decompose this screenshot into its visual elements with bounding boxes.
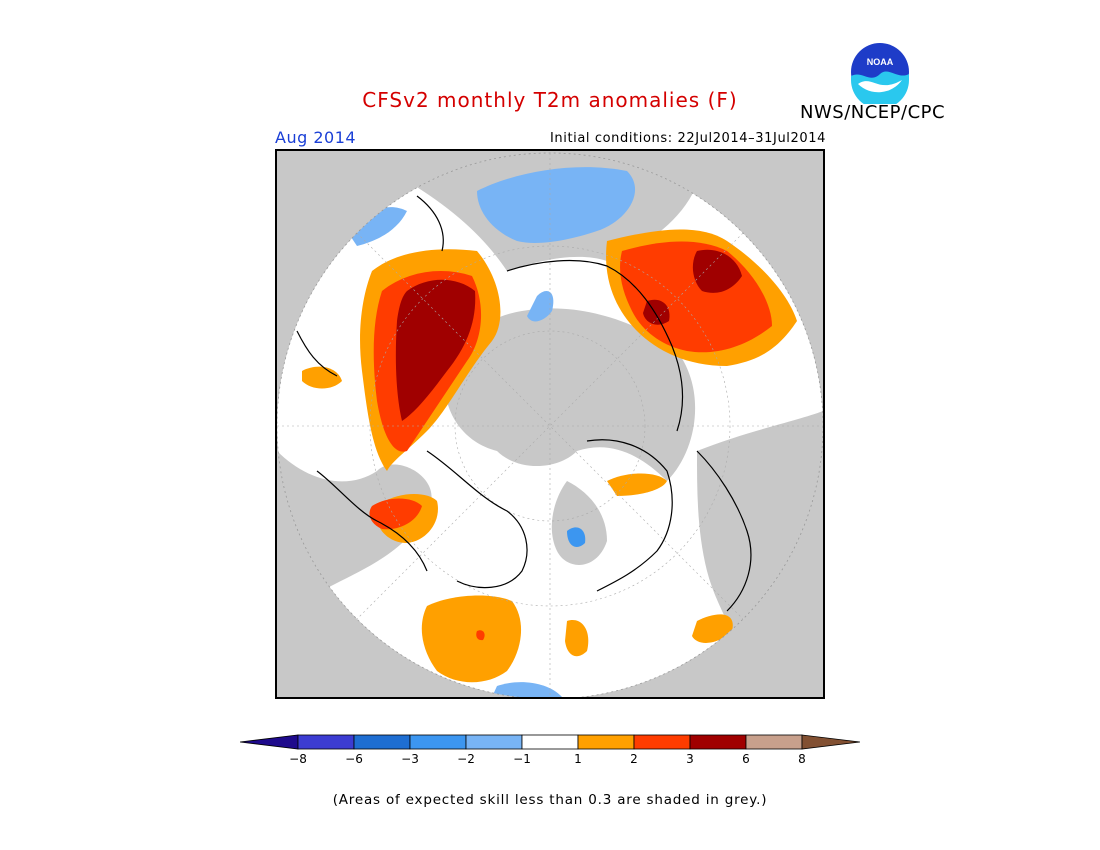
colorbar-bin (353, 734, 411, 750)
colorbar-arrow-low (240, 734, 299, 750)
colorbar-tick-label: 2 (630, 752, 638, 766)
initial-conditions: Initial conditions: 22Jul2014–31Jul2014 (549, 131, 826, 146)
anomaly-orange-atlantic (692, 614, 733, 643)
colorbar-tick-label: 6 (742, 752, 750, 766)
colorbar-bin (689, 734, 747, 750)
colorbar-legend: −8 −6 −3 −2 −1 1 2 3 6 8 (240, 734, 860, 766)
colorbar-tick-label: −6 (345, 752, 363, 766)
anomaly-orange-greenland (607, 473, 667, 496)
colorbar-tick-label: −8 (289, 752, 307, 766)
svg-text:NOAA: NOAA (867, 57, 894, 67)
anomaly-darkred-europe (692, 249, 742, 293)
colorbar-ticks: −8 −6 −3 −2 −1 1 2 3 6 8 (289, 752, 806, 766)
noaa-logo: NOAA (849, 41, 911, 104)
map-frame (275, 149, 825, 700)
skill-footnote: (Areas of expected skill less than 0.3 a… (332, 792, 768, 808)
anomaly-blue-canada (567, 527, 586, 547)
anomaly-red-us (476, 630, 485, 641)
colorbar-arrow-high (801, 734, 860, 750)
colorbar-bin (465, 734, 523, 750)
anomaly-blue-north (477, 167, 636, 243)
anomaly-red-alaska (369, 498, 422, 530)
colorbar-bin (633, 734, 691, 750)
valid-month: Aug 2014 (275, 128, 357, 147)
coastlines (296, 195, 752, 612)
anomaly-blue-south (492, 682, 562, 697)
colorbar-bin (577, 734, 635, 750)
colorbar-tick-label: −1 (513, 752, 531, 766)
colorbar-bin (409, 734, 467, 750)
colorbar-tick-label: 3 (686, 752, 694, 766)
colorbar-tick-label: −3 (401, 752, 419, 766)
map-title: CFSv2 monthly T2m anomalies (F) (362, 88, 738, 112)
polar-map (276, 151, 824, 700)
colorbar-bin (297, 734, 355, 750)
colorbar-bin (745, 734, 803, 750)
anomaly-blue-west (347, 207, 407, 246)
anomaly-orange-us (421, 595, 522, 683)
colorbar-tick-label: −2 (457, 752, 475, 766)
colorbar-bin (521, 734, 579, 750)
anomaly-blue-siberia (527, 291, 554, 322)
anomaly-darkred-asia (395, 279, 476, 421)
colorbar-bins (240, 734, 860, 750)
anomaly-darkred-europe2 (643, 299, 670, 325)
colorbar-tick-label: 1 (574, 752, 582, 766)
anomaly-orange-midwest (565, 620, 589, 657)
no-skill-arctic (444, 308, 696, 481)
anomaly-orange-kamchatka (302, 366, 342, 389)
colorbar-tick-label: 8 (798, 752, 806, 766)
agency-label: NWS/NCEP/CPC (800, 102, 946, 123)
no-skill-hudson (551, 481, 607, 565)
